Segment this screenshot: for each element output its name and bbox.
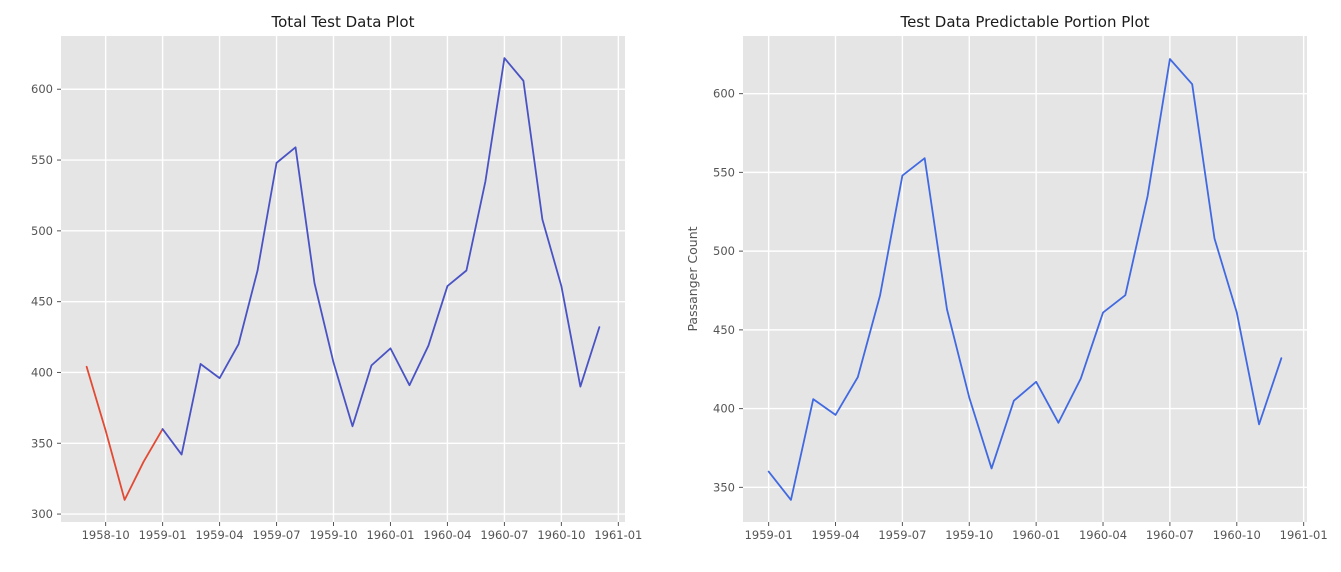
chart-svg-1: 1959-01 1959-04 1959-07 1959-10 1960-01 1960-… — [685, 13, 1328, 542]
y-tick-label: 600 — [31, 82, 53, 96]
chart-title: Test Data Predictable Portion Plot — [899, 13, 1149, 31]
x-tick-label: 1960-10 — [537, 528, 585, 542]
plot-area-background — [743, 36, 1307, 522]
y-axis-label: Passanger Count — [685, 226, 700, 331]
x-tick-label: 1959-01 — [139, 528, 187, 542]
test-data-predictable-portion-chart: 1959-01 1959-04 1959-07 1959-10 1960-01 1960-… — [670, 0, 1341, 572]
x-tick-label: 1959-10 — [945, 528, 993, 542]
series-line-test-data-initial-portion — [85, 365, 164, 501]
series-line-test-data-predictable-portion — [161, 57, 601, 456]
x-tick-label: 1960-07 — [480, 528, 528, 542]
y-tick-label: 600 — [713, 87, 735, 101]
x-tick-label: 1960-04 — [423, 528, 471, 542]
y-tick-label: 300 — [31, 507, 53, 521]
chart-svg-0: 1958-10 1959-01 1959-04 1959-07 1959-10 1960-… — [31, 13, 642, 542]
y-tick-label: 450 — [31, 295, 53, 309]
total-test-data-chart: 1958-10 1959-01 1959-04 1959-07 1959-10 1960-… — [0, 0, 670, 572]
x-tick-label: 1959-07 — [878, 528, 926, 542]
y-tick-label: 500 — [31, 224, 53, 238]
chart-title: Total Test Data Plot — [271, 13, 415, 31]
x-tick-label: 1959-10 — [309, 528, 357, 542]
x-tick-label: 1958-10 — [82, 528, 130, 542]
y-tick-label: 450 — [713, 323, 735, 337]
y-tick-label: 500 — [713, 244, 735, 258]
x-tick-label: 1960-01 — [1012, 528, 1060, 542]
x-tick-label: 1960-10 — [1213, 528, 1261, 542]
x-tick-label: 1961-01 — [1280, 528, 1328, 542]
y-tick-label: 550 — [713, 165, 735, 179]
y-tick-label: 350 — [713, 480, 735, 494]
y-tick-label: 350 — [31, 436, 53, 450]
x-tick-label: 1959-04 — [196, 528, 244, 542]
x-tick-label: 1960-07 — [1146, 528, 1194, 542]
x-tick-label: 1959-04 — [811, 528, 859, 542]
x-tick-label: 1960-04 — [1079, 528, 1127, 542]
y-tick-label: 400 — [713, 402, 735, 416]
y-tick-label: 550 — [31, 153, 53, 167]
x-tick-label: 1960-01 — [366, 528, 414, 542]
x-tick-label: 1959-07 — [253, 528, 301, 542]
series-line-predictable-portion — [767, 58, 1283, 501]
plot-area-background — [61, 36, 625, 522]
y-tick-label: 400 — [31, 365, 53, 379]
x-tick-label: 1961-01 — [594, 528, 642, 542]
x-tick-label: 1959-01 — [745, 528, 793, 542]
